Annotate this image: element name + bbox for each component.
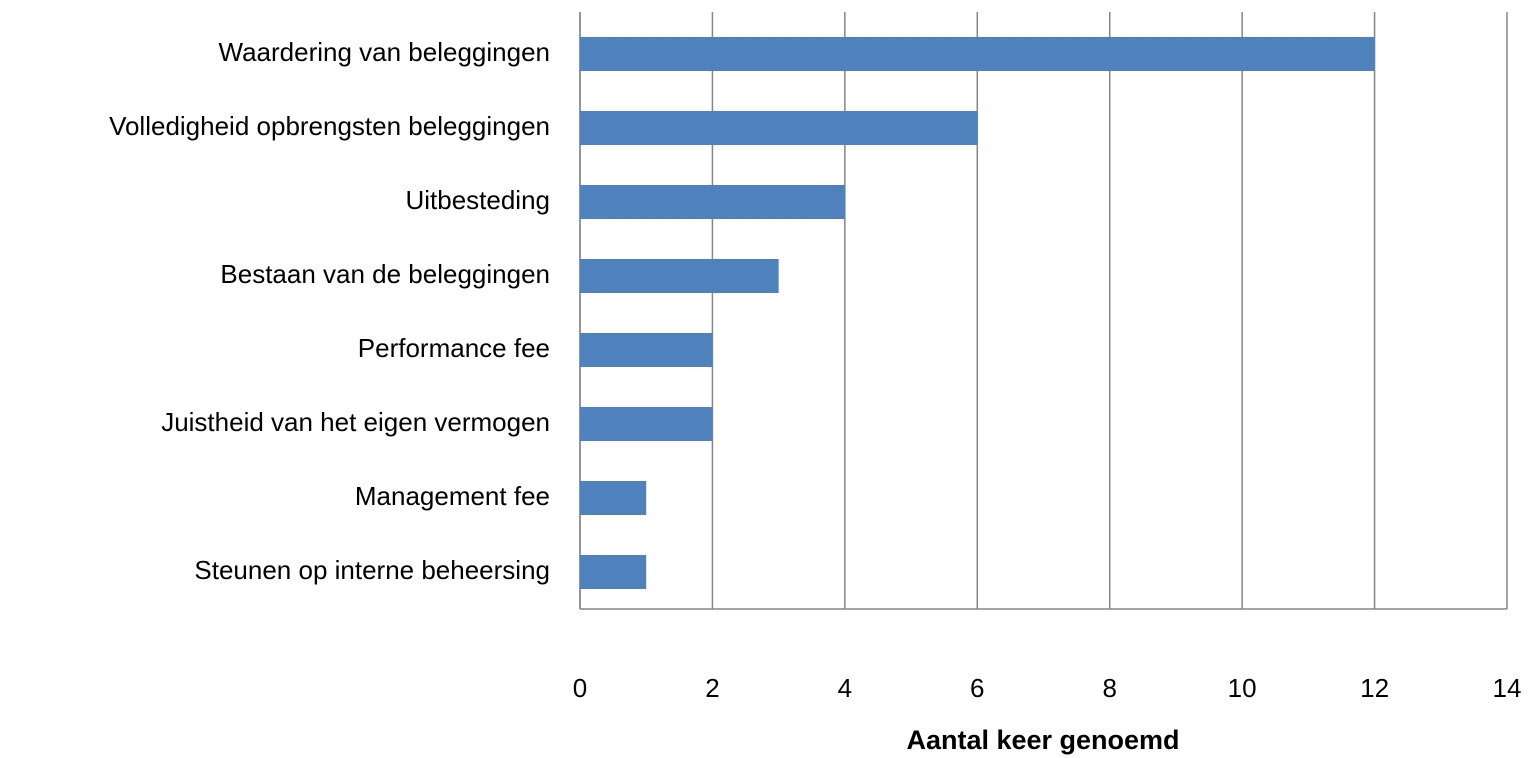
bar	[580, 333, 713, 367]
bar	[580, 407, 713, 441]
x-tick-label: 14	[1493, 673, 1522, 703]
y-tick-label: Uitbesteding	[405, 185, 550, 215]
y-tick-label: Performance fee	[358, 333, 550, 363]
bar	[580, 37, 1375, 71]
bar	[580, 481, 647, 515]
x-tick-label: 10	[1228, 673, 1257, 703]
y-tick-label: Management fee	[355, 481, 550, 511]
y-tick-label: Volledigheid opbrengsten beleggingen	[109, 111, 550, 141]
x-tick-label: 0	[573, 673, 587, 703]
x-tick-label: 12	[1360, 673, 1389, 703]
x-tick-label: 4	[838, 673, 852, 703]
x-tick-label: 6	[970, 673, 984, 703]
x-tick-label: 2	[705, 673, 719, 703]
y-tick-label: Steunen op interne beheersing	[194, 555, 550, 585]
bar	[580, 185, 845, 219]
y-tick-label: Bestaan van de beleggingen	[220, 259, 550, 289]
y-tick-label: Waardering van beleggingen	[219, 37, 551, 67]
x-tick-label: 8	[1102, 673, 1116, 703]
bar	[580, 111, 978, 145]
x-axis-title: Aantal keer genoemd	[906, 725, 1179, 755]
bar	[580, 259, 779, 293]
y-tick-label: Juistheid van het eigen vermogen	[161, 407, 550, 437]
bar	[580, 555, 647, 589]
